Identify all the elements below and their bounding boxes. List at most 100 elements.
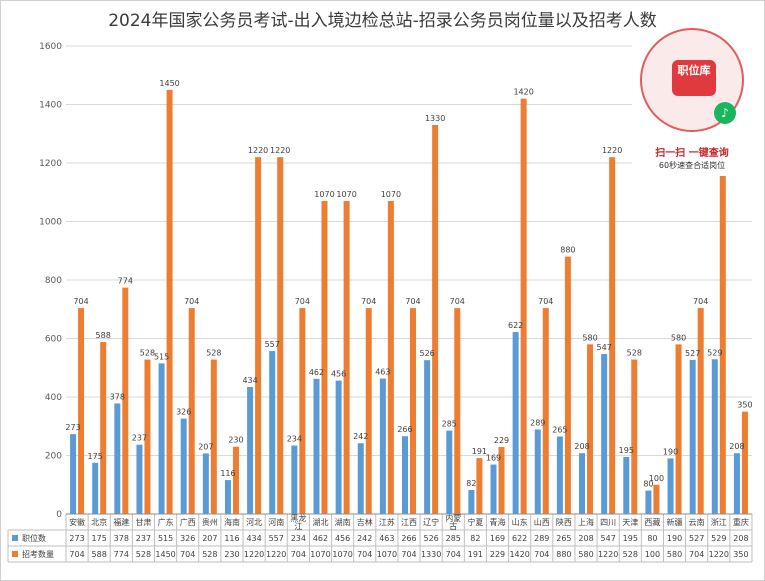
bar-applicants xyxy=(410,308,416,514)
y-tick-label: 1400 xyxy=(39,101,62,111)
bar-applicants xyxy=(675,344,682,514)
data-label-positions: 456 xyxy=(331,370,346,379)
data-label-applicants: 1450 xyxy=(159,79,179,88)
data-label-positions: 234 xyxy=(287,435,302,444)
data-label-positions: 529 xyxy=(707,348,722,357)
table-cell-applicants: 1220 xyxy=(598,550,618,559)
bar-positions xyxy=(446,430,453,514)
table-cell-applicants: 1450 xyxy=(155,550,175,559)
data-label-positions: 207 xyxy=(198,442,213,451)
bar-positions xyxy=(180,418,187,514)
category-label: 贵州 xyxy=(202,517,218,527)
data-label-positions: 285 xyxy=(442,420,457,429)
data-label-positions: 80 xyxy=(643,480,653,489)
data-label-applicants: 1070 xyxy=(314,190,334,199)
category-label: 青海 xyxy=(490,517,506,527)
data-label-positions: 82 xyxy=(466,479,476,488)
bar-applicants xyxy=(741,411,748,514)
data-label-positions: 378 xyxy=(110,392,125,401)
bar-positions xyxy=(711,359,718,514)
bar-applicants xyxy=(542,308,549,514)
bar-applicants xyxy=(122,287,129,514)
bar-positions xyxy=(313,378,320,514)
y-tick-label: 600 xyxy=(45,335,62,345)
category-label: 河北 xyxy=(246,517,262,527)
category-label: 四川 xyxy=(600,518,616,527)
bar-positions xyxy=(70,434,77,514)
category-label-cont: 古 xyxy=(449,521,457,531)
table-cell-positions: 557 xyxy=(269,534,284,543)
bar-positions xyxy=(158,363,165,514)
bar-positions xyxy=(556,436,563,514)
category-label: 广西 xyxy=(180,517,196,527)
promo-scan-text: 扫一扫 一键查询 xyxy=(655,148,729,159)
bar-applicants xyxy=(587,344,594,514)
legend-entry: 招考数量 xyxy=(22,549,54,559)
bar-applicants xyxy=(609,157,616,514)
bar-positions xyxy=(733,453,740,514)
bar-applicants xyxy=(520,98,527,515)
table-cell-applicants: 1070 xyxy=(377,550,397,559)
category-label: 海南 xyxy=(224,517,240,527)
data-label-positions: 326 xyxy=(176,408,191,417)
category-label: 宁夏 xyxy=(467,517,483,527)
bar-applicants xyxy=(166,89,173,514)
category-label: 云南 xyxy=(689,517,705,527)
bar-applicants xyxy=(321,201,328,514)
data-label-positions: 195 xyxy=(619,446,634,455)
data-label-applicants: 350 xyxy=(737,401,752,410)
data-label-positions: 547 xyxy=(597,343,612,352)
bar-applicants xyxy=(277,157,284,514)
bar-positions xyxy=(424,360,431,514)
data-label-applicants: 704 xyxy=(538,297,553,306)
table-cell-positions: 434 xyxy=(246,534,261,543)
bar-applicants xyxy=(498,447,505,514)
qr-promo[interactable]: 职位库 ♪ 扫一扫 一键查询 60秒速查合适岗位 xyxy=(632,28,752,176)
y-tick-label: 800 xyxy=(45,276,62,286)
data-label-positions: 289 xyxy=(530,418,545,427)
bar-applicants xyxy=(232,446,239,514)
bar-applicants xyxy=(719,157,726,514)
table-cell-applicants: 588 xyxy=(92,550,107,559)
table-cell-positions: 527 xyxy=(689,534,704,543)
y-tick-label: 0 xyxy=(56,510,62,520)
table-cell-applicants: 350 xyxy=(733,550,748,559)
data-label-positions: 463 xyxy=(375,368,390,377)
qr-code-icon[interactable]: 职位库 ♪ xyxy=(640,28,744,132)
data-label-positions: 116 xyxy=(220,469,235,478)
category-label: 内蒙 xyxy=(445,513,461,523)
bar-applicants xyxy=(631,359,638,514)
table-cell-positions: 463 xyxy=(379,534,394,543)
bar-applicants xyxy=(476,458,483,514)
data-label-positions: 557 xyxy=(265,340,280,349)
data-label-applicants: 774 xyxy=(118,277,133,286)
table-cell-positions: 289 xyxy=(534,534,549,543)
data-label-applicants: 588 xyxy=(96,331,111,340)
table-cell-positions: 529 xyxy=(711,534,726,543)
data-label-positions: 242 xyxy=(353,432,368,441)
bar-applicants xyxy=(100,342,107,514)
data-label-positions: 237 xyxy=(132,434,147,443)
data-label-applicants: 528 xyxy=(140,349,155,358)
data-label-applicants: 230 xyxy=(228,436,243,445)
category-label: 河南 xyxy=(268,517,284,527)
y-tick-label: 1000 xyxy=(39,218,62,228)
table-cell-positions: 462 xyxy=(313,534,328,543)
bar-positions xyxy=(114,403,121,514)
data-label-positions: 273 xyxy=(65,423,80,432)
bar-applicants xyxy=(188,308,195,514)
table-cell-applicants: 580 xyxy=(667,550,682,559)
table-cell-applicants: 1220 xyxy=(266,550,286,559)
bar-positions xyxy=(623,456,630,514)
table-cell-positions: 622 xyxy=(512,534,527,543)
bar-positions xyxy=(468,490,475,514)
category-label: 福建 xyxy=(113,517,129,527)
table-cell-applicants: 704 xyxy=(446,550,461,559)
table-cell-applicants: 191 xyxy=(468,550,483,559)
table-cell-applicants: 1220 xyxy=(709,550,729,559)
table-cell-positions: 515 xyxy=(158,534,173,543)
table-cell-applicants: 1070 xyxy=(332,550,352,559)
category-label: 黑龙 xyxy=(290,513,306,523)
table-cell-applicants: 229 xyxy=(490,550,505,559)
